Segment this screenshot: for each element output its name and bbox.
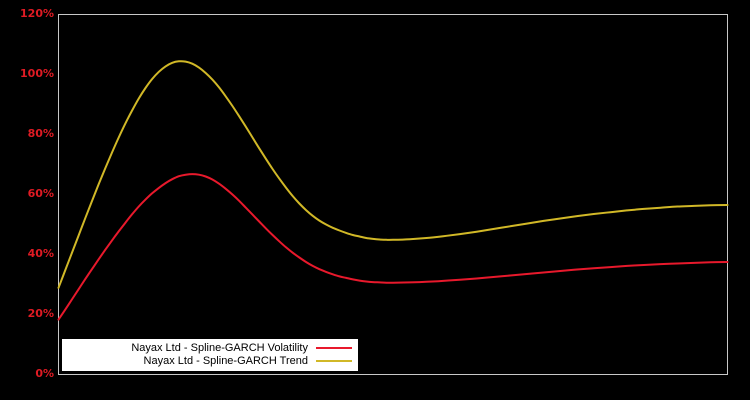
legend-item-trend[interactable]: Nayax Ltd - Spline-GARCH Trend	[66, 354, 354, 367]
chart-legend: Nayax Ltd - Spline-GARCH Volatility Naya…	[62, 339, 358, 371]
y-tick-20: 20%	[27, 307, 54, 320]
plot-frame	[58, 14, 728, 375]
legend-swatch-trend	[316, 359, 352, 362]
y-axis-tick-labels: 120% 100% 80% 60% 40% 20% 0%	[0, 0, 54, 400]
legend-item-volatility[interactable]: Nayax Ltd - Spline-GARCH Volatility	[66, 341, 354, 354]
y-tick-120: 120%	[20, 7, 54, 20]
legend-label-trend: Nayax Ltd - Spline-GARCH Trend	[143, 354, 308, 367]
y-tick-0: 0%	[35, 367, 54, 380]
legend-swatch-volatility	[316, 346, 352, 349]
y-tick-40: 40%	[27, 247, 54, 260]
series-line	[57, 60, 729, 289]
y-tick-60: 60%	[27, 187, 54, 200]
y-tick-100: 100%	[20, 67, 54, 80]
series-layer	[57, 60, 729, 321]
series-line	[57, 173, 729, 321]
y-tick-80: 80%	[27, 127, 54, 140]
legend-label-volatility: Nayax Ltd - Spline-GARCH Volatility	[131, 341, 308, 354]
